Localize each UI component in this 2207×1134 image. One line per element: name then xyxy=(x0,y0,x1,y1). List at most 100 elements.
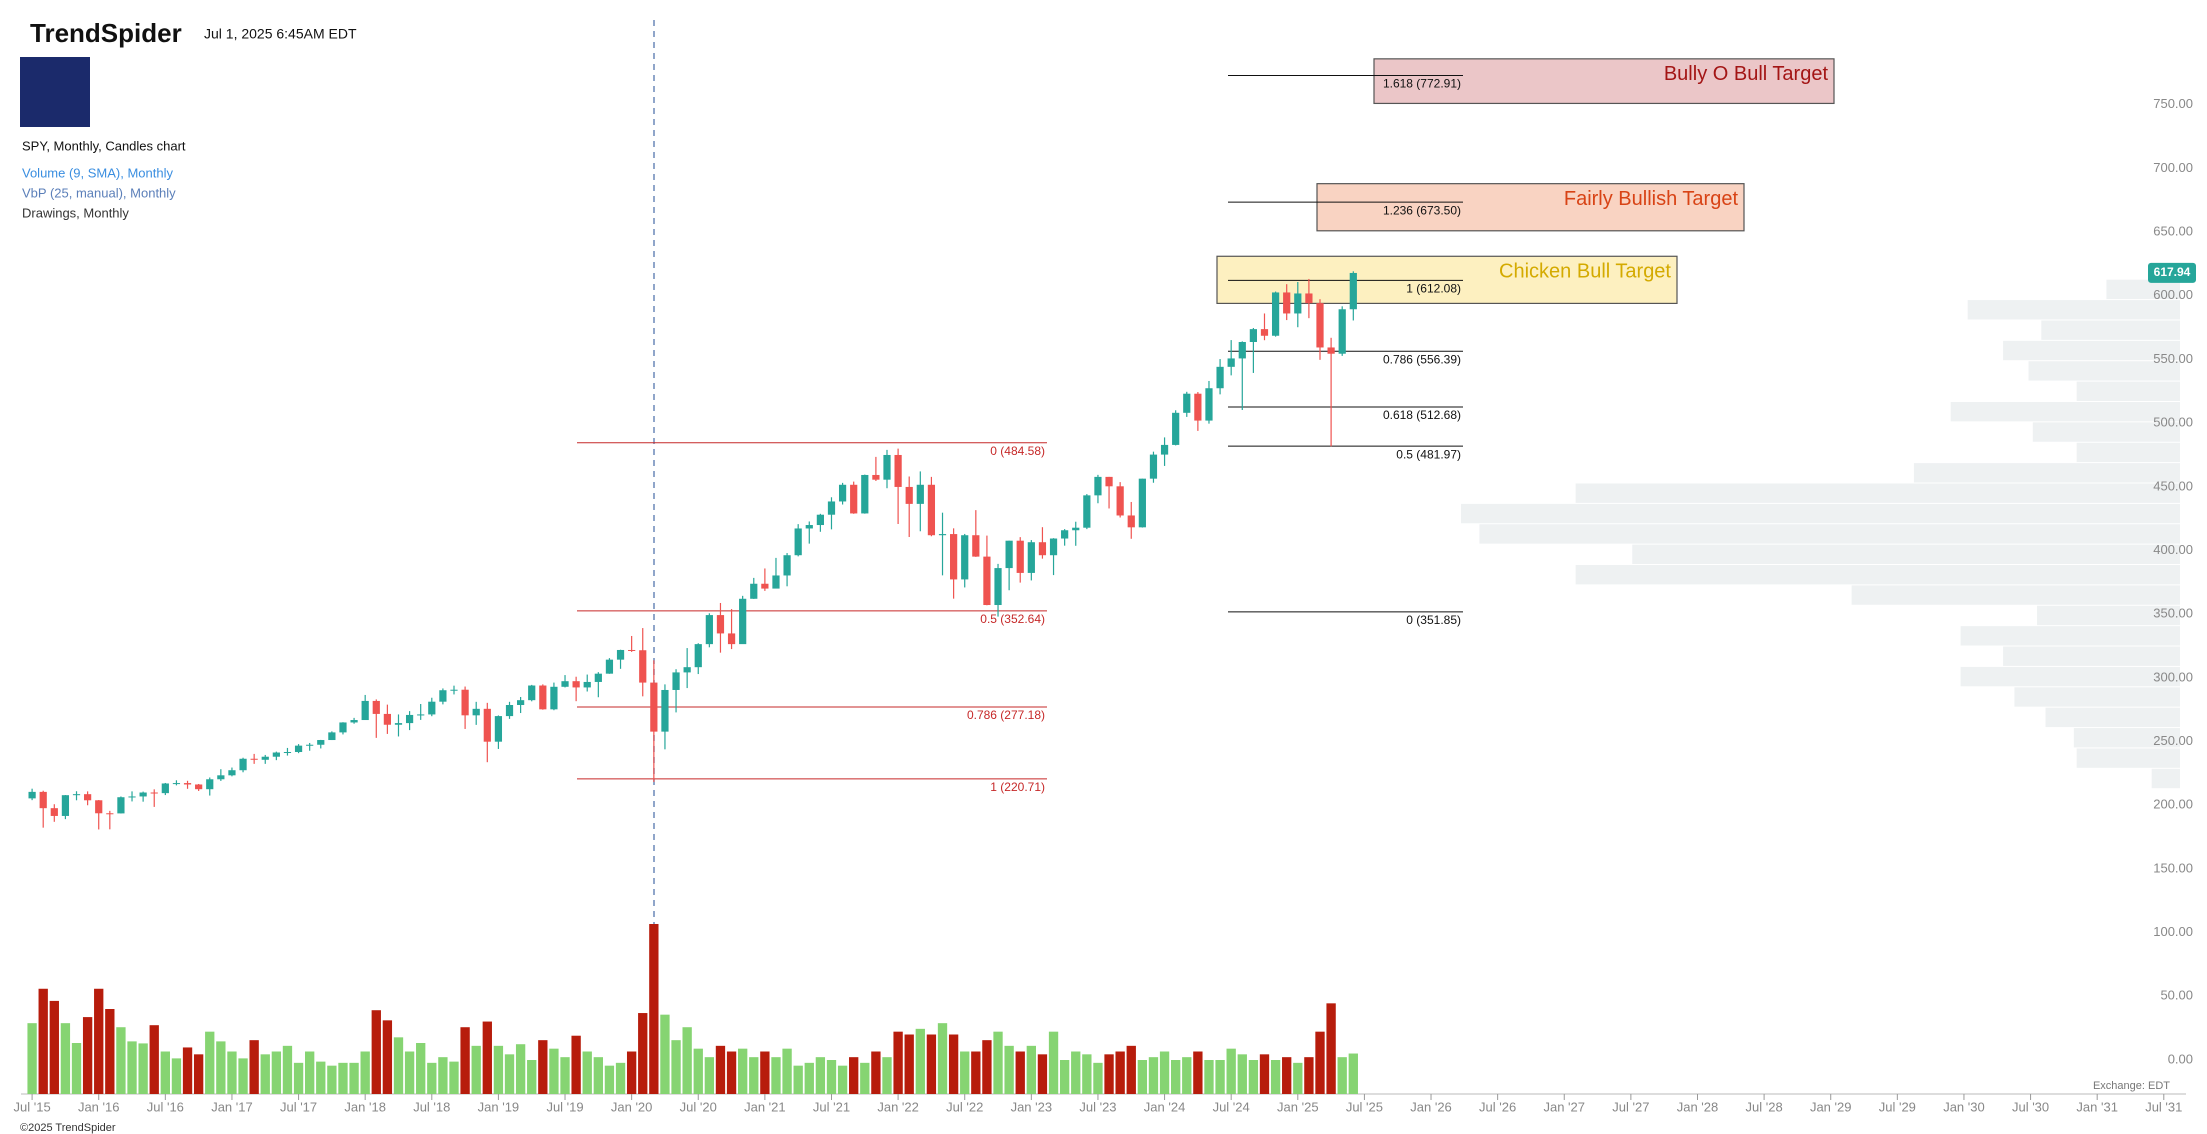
volume-bar xyxy=(815,1057,826,1094)
candle-body xyxy=(383,713,391,725)
volume-bar xyxy=(94,988,104,1094)
candle-body xyxy=(339,722,347,733)
volume-bar xyxy=(515,1044,526,1094)
candle-body xyxy=(239,758,247,771)
volume-bar xyxy=(771,1057,781,1094)
volume-bar xyxy=(360,1051,370,1094)
candle-body xyxy=(1049,538,1058,556)
volume-bar xyxy=(926,1034,937,1094)
candle-body xyxy=(861,474,869,514)
volume-bar xyxy=(593,1057,603,1094)
vbp-bar xyxy=(2073,728,2180,748)
candle-body xyxy=(1294,293,1302,314)
candle-body xyxy=(1305,293,1313,304)
candle-body xyxy=(1249,329,1257,342)
volume-bar xyxy=(293,1062,304,1094)
volume-bar xyxy=(804,1062,814,1094)
y-tick-label: 750.00 xyxy=(2153,96,2193,111)
copyright: ©2025 TrendSpider xyxy=(20,1122,116,1134)
candle-body xyxy=(1205,388,1213,421)
y-tick-label: 700.00 xyxy=(2153,160,2193,175)
candle-body xyxy=(1027,542,1035,573)
x-tick-label: Jul '31 xyxy=(2145,1099,2182,1114)
candle-body xyxy=(195,784,203,790)
volume-bar xyxy=(216,1041,226,1094)
volume-bar xyxy=(82,1017,93,1094)
x-tick-label: Jan '24 xyxy=(1144,1099,1186,1114)
y-tick-label: 250.00 xyxy=(2153,733,2193,748)
candle-body xyxy=(1005,540,1013,569)
volume-bar xyxy=(738,1048,748,1094)
volume-bar xyxy=(937,1023,948,1094)
volume-bar xyxy=(71,1043,82,1094)
candle-body xyxy=(661,689,669,732)
candle-body xyxy=(317,740,325,745)
candle-body xyxy=(1316,303,1324,348)
volume-bar xyxy=(349,1062,359,1094)
candle-body xyxy=(150,792,158,794)
candle-body xyxy=(772,575,780,589)
volume-bar xyxy=(904,1034,914,1094)
vbp-bar xyxy=(1967,300,2180,320)
candle-body xyxy=(883,454,891,480)
volume-bar xyxy=(826,1060,837,1094)
volume-bar xyxy=(1059,1060,1070,1094)
vbp-bar xyxy=(1851,585,2180,605)
candle-body xyxy=(705,615,713,645)
volume-bar xyxy=(749,1057,759,1094)
fib-label: 1.236 (673.50) xyxy=(1383,203,1461,217)
volume-bar xyxy=(538,1040,548,1094)
volume-bar xyxy=(1270,1060,1281,1094)
candle-body xyxy=(450,689,458,691)
volume-bar xyxy=(116,1027,126,1094)
candle-body xyxy=(827,501,836,515)
candle-body xyxy=(594,673,602,682)
candle-body xyxy=(139,792,147,797)
fib-label: 0.5 (352.64) xyxy=(980,612,1045,626)
volume-bar xyxy=(682,1027,692,1094)
candle-body xyxy=(628,649,636,651)
volume-bar xyxy=(726,1051,737,1094)
vbp-bar xyxy=(2076,748,2180,768)
volume-bar xyxy=(626,1051,637,1094)
x-tick-label: Jul '18 xyxy=(413,1099,450,1114)
volume-bar xyxy=(1337,1057,1347,1094)
volume-bar xyxy=(715,1045,726,1094)
volume-bar xyxy=(693,1048,703,1094)
x-tick-label: Jul '19 xyxy=(546,1099,583,1114)
candle-body xyxy=(972,535,980,557)
x-tick-label: Jul '25 xyxy=(1346,1099,1383,1114)
volume-bar xyxy=(271,1051,282,1094)
x-tick-label: Jul '22 xyxy=(946,1099,983,1114)
volume-bar xyxy=(416,1043,426,1094)
candle-body xyxy=(517,700,525,706)
x-tick-label: Jul '15 xyxy=(14,1099,51,1114)
volume-bar xyxy=(182,1047,193,1094)
candle-body xyxy=(739,598,747,645)
candle-body xyxy=(206,779,214,790)
candle-body xyxy=(583,681,591,688)
candle-body xyxy=(1127,515,1135,528)
volume-bar xyxy=(549,1048,559,1094)
x-tick-label: Jan '26 xyxy=(1410,1099,1452,1114)
candle-body xyxy=(294,745,303,753)
candle-body xyxy=(461,689,469,716)
candle-body xyxy=(1327,347,1335,354)
volume-bar xyxy=(871,1051,881,1094)
x-tick-label: Jan '20 xyxy=(611,1099,653,1114)
candle-body xyxy=(1160,444,1169,455)
candle-body xyxy=(417,714,425,716)
x-tick-label: Jan '22 xyxy=(877,1099,919,1114)
volume-bar xyxy=(1048,1031,1059,1094)
volume-bar xyxy=(671,1040,681,1094)
target-label: Bully O Bull Target xyxy=(1664,63,1829,85)
y-tick-label: 450.00 xyxy=(2153,478,2193,493)
volume-bar xyxy=(1104,1054,1114,1094)
fib-label: 0.5 (481.97) xyxy=(1396,447,1461,461)
x-tick-label: Jul '21 xyxy=(813,1099,850,1114)
volume-bar xyxy=(427,1062,437,1094)
candle-body xyxy=(916,484,924,504)
volume-bar xyxy=(882,1057,892,1094)
x-tick-label: Jan '17 xyxy=(211,1099,253,1114)
y-tick-label: 150.00 xyxy=(2153,860,2193,875)
